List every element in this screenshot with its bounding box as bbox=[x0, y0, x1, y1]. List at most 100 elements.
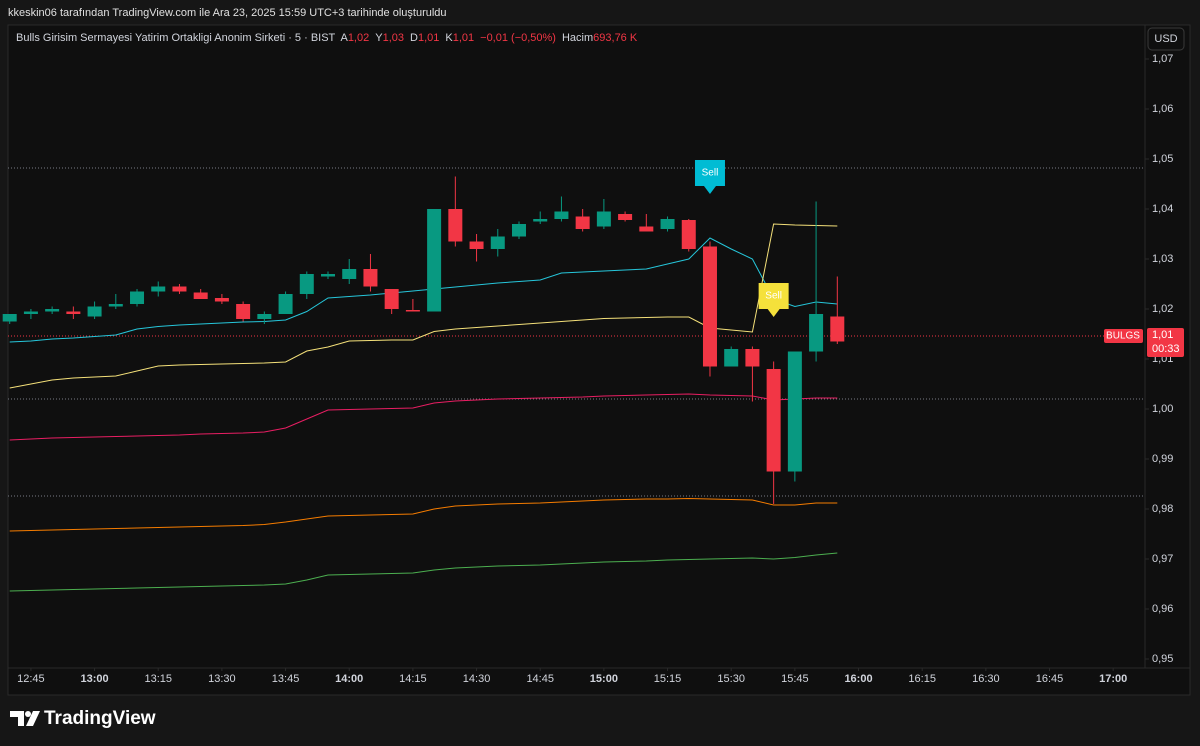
legend-item: Bulls Girisim Sermayesi Yatirim Ortaklig… bbox=[16, 32, 336, 44]
candle-body bbox=[384, 289, 399, 309]
candle-body bbox=[257, 314, 272, 319]
indicator-line bbox=[9, 552, 838, 592]
logo-dot bbox=[25, 711, 31, 717]
candle-body bbox=[363, 269, 378, 287]
y-tick-label: 0,98 bbox=[1152, 503, 1173, 515]
x-tick-label: 13:00 bbox=[81, 673, 109, 685]
header: kkeskin06 tarafından TradingView.com ile… bbox=[8, 7, 447, 19]
candle-body bbox=[427, 209, 442, 312]
candle-body bbox=[448, 209, 463, 242]
x-tick-label: 14:45 bbox=[526, 673, 554, 685]
y-tick-label: 1,05 bbox=[1152, 153, 1173, 165]
price-tag bbox=[1147, 328, 1184, 357]
symbol-tag bbox=[1104, 329, 1143, 343]
candle-body bbox=[575, 216, 590, 229]
candle-body bbox=[299, 274, 314, 294]
x-tick-label: 16:30 bbox=[972, 673, 1000, 685]
indicator-line bbox=[9, 223, 838, 389]
x-tick-label: 12:45 bbox=[17, 673, 45, 685]
x-tick-label: 13:30 bbox=[208, 673, 236, 685]
indicator-line bbox=[9, 393, 838, 441]
candle-body bbox=[214, 298, 229, 302]
candle-body bbox=[809, 314, 824, 352]
candle-body bbox=[469, 241, 484, 249]
price-label: 1,01 bbox=[1152, 329, 1173, 341]
sell-label: Sell bbox=[702, 168, 719, 179]
candle-body bbox=[724, 349, 739, 367]
y-tick-label: 1,04 bbox=[1152, 203, 1173, 215]
y-tick-label: 0,97 bbox=[1152, 553, 1173, 565]
plot: Sell Sell bbox=[2, 160, 1145, 592]
countdown: 00:33 bbox=[1152, 343, 1180, 355]
x-tick-label: 16:15 bbox=[908, 673, 936, 685]
legend-item: K bbox=[445, 32, 453, 44]
candle-body bbox=[660, 219, 675, 229]
y-tick-label: 0,95 bbox=[1152, 653, 1173, 665]
legend-item: −0,01 (−0,50%) bbox=[480, 32, 556, 44]
candle-body bbox=[766, 369, 781, 472]
currency-button[interactable] bbox=[1147, 27, 1185, 51]
x-tick-label: 13:15 bbox=[144, 673, 172, 685]
candle-body bbox=[342, 269, 357, 279]
candle-body bbox=[108, 304, 123, 307]
candle-body bbox=[702, 246, 717, 367]
symbol-label: BULGS bbox=[1106, 331, 1140, 342]
candle-body bbox=[2, 314, 17, 322]
y-tick-label: 1,06 bbox=[1152, 103, 1173, 115]
candle-body bbox=[278, 294, 293, 314]
brand: TradingView bbox=[44, 708, 156, 729]
candle-body bbox=[236, 304, 251, 319]
logo-mark bbox=[26, 711, 40, 726]
x-tick-label: 16:00 bbox=[844, 673, 872, 685]
candle-body bbox=[511, 224, 526, 237]
legend-item: 693,76 K bbox=[593, 32, 638, 44]
candle-body bbox=[45, 309, 60, 312]
legend-item: Y bbox=[375, 32, 383, 44]
y-tick-label: 1,03 bbox=[1152, 253, 1173, 265]
indicator-line bbox=[9, 497, 838, 532]
candle-body bbox=[639, 226, 654, 232]
candle-body bbox=[596, 211, 611, 227]
candle-body bbox=[554, 211, 569, 219]
candle-body bbox=[66, 311, 81, 314]
sell-marker bbox=[758, 283, 789, 317]
candle-body bbox=[787, 351, 802, 472]
y-tick-label: 0,99 bbox=[1152, 453, 1173, 465]
y-tick-label: 1,07 bbox=[1152, 53, 1173, 65]
x-tick-label: 14:15 bbox=[399, 673, 427, 685]
y-tick-label: 1,02 bbox=[1152, 303, 1173, 315]
x-tick-label: 15:30 bbox=[717, 673, 745, 685]
candle-body bbox=[681, 220, 696, 249]
x-tick-label: 15:45 bbox=[781, 673, 809, 685]
candle-body bbox=[618, 214, 633, 220]
legend-item: 1,02 bbox=[348, 32, 369, 44]
candle-body bbox=[830, 316, 845, 342]
sell-label: Sell bbox=[765, 291, 782, 302]
legend-item: D bbox=[410, 32, 418, 44]
x-tick-label: 13:45 bbox=[272, 673, 300, 685]
legend-item: 1,03 bbox=[383, 32, 404, 44]
x-tick-label: 17:00 bbox=[1099, 673, 1127, 685]
candle-body bbox=[172, 286, 187, 292]
candle-body bbox=[533, 219, 548, 222]
legend: Bulls Girisim Sermayesi Yatirim Ortaklig… bbox=[16, 32, 638, 44]
y-tick-label: 0,96 bbox=[1152, 603, 1173, 615]
candle-body bbox=[490, 236, 505, 249]
y-tick-label: 1,00 bbox=[1152, 403, 1173, 415]
candle-body bbox=[151, 286, 166, 292]
chart-frame bbox=[7, 24, 1191, 696]
currency[interactable]: USD bbox=[1154, 33, 1177, 45]
sell-marker bbox=[694, 160, 725, 194]
legend-item: 1,01 bbox=[453, 32, 474, 44]
candle-body bbox=[130, 291, 145, 304]
candle-body bbox=[745, 349, 760, 367]
x-tick-label: 15:00 bbox=[590, 673, 618, 685]
x-tick-label: 14:30 bbox=[463, 673, 491, 685]
x-tick-label: 15:15 bbox=[654, 673, 682, 685]
candle-body bbox=[193, 292, 208, 299]
legend-item: 1,01 bbox=[418, 32, 439, 44]
indicator-line bbox=[9, 237, 838, 343]
legend-item: A bbox=[340, 32, 348, 44]
candle-body bbox=[23, 311, 38, 314]
